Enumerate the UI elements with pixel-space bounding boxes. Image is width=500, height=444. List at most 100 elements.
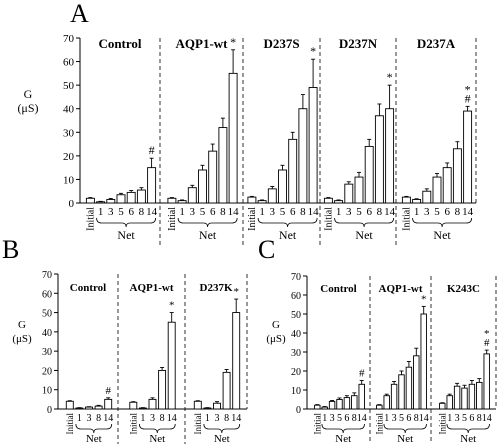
group-title: AQP1-wt xyxy=(379,283,423,295)
x-tick-label: 1 xyxy=(414,206,420,218)
x-tick-label: 1 xyxy=(336,206,342,218)
x-tick-label: 8 xyxy=(377,206,383,218)
bar xyxy=(328,400,336,410)
bar xyxy=(126,191,136,204)
x-tick-label: 1 xyxy=(140,413,145,424)
y-axis-label: G xyxy=(24,87,33,101)
significance-marker: * xyxy=(230,35,236,49)
x-tick-label: 1 xyxy=(77,413,82,424)
bar xyxy=(213,402,221,410)
group-title: AQP1-wt xyxy=(130,282,174,294)
x-tick-label: Initial xyxy=(65,413,75,435)
x-tick-label: 6 xyxy=(406,413,411,424)
y-tick-label: 20 xyxy=(291,367,301,378)
net-brace xyxy=(96,217,156,228)
bar xyxy=(476,381,483,410)
bar xyxy=(354,176,364,204)
x-tick-label: 14 xyxy=(146,206,158,218)
x-tick-label: Initial xyxy=(401,207,412,231)
group-title: AQP1-wt xyxy=(176,36,229,51)
x-tick-label: Initial xyxy=(167,207,178,231)
significance-marker: * xyxy=(484,328,490,340)
net-brace xyxy=(334,217,394,228)
y-tick-label: 10 xyxy=(42,386,52,397)
panel-letter: B xyxy=(2,235,19,264)
x-tick-label: 14 xyxy=(103,413,113,424)
y-axis-label: G xyxy=(272,319,280,331)
bar xyxy=(298,108,308,204)
x-tick-label: Initial xyxy=(437,413,447,435)
bar xyxy=(94,405,103,410)
x-tick-label: 3 xyxy=(330,413,335,424)
x-tick-label: 1 xyxy=(259,206,265,218)
bar xyxy=(453,385,461,410)
x-tick-label: 5 xyxy=(337,413,342,424)
bar xyxy=(177,200,187,204)
x-tick-label: 8 xyxy=(455,206,461,218)
bar xyxy=(96,201,106,204)
bar xyxy=(288,138,298,204)
bar xyxy=(218,127,228,204)
net-brace xyxy=(139,423,176,434)
y-tick-label: 60 xyxy=(42,289,52,300)
bar xyxy=(65,400,74,410)
bar xyxy=(232,312,241,410)
bar xyxy=(158,369,167,410)
y-axis-label: (μS) xyxy=(12,333,32,345)
y-tick-label: 0 xyxy=(69,198,75,210)
y-tick-label: 50 xyxy=(291,310,301,321)
bar xyxy=(187,187,197,204)
y-tick-label: 0 xyxy=(296,405,301,416)
bar xyxy=(412,199,422,204)
y-tick-label: 40 xyxy=(291,329,301,340)
x-tick-label: 6 xyxy=(128,206,134,218)
bar xyxy=(208,150,218,204)
bar xyxy=(257,200,267,204)
y-tick-label: 70 xyxy=(42,270,52,281)
group-title: D237K xyxy=(200,282,233,294)
x-tick-label: Initial xyxy=(85,207,96,231)
x-tick-label: Initial xyxy=(312,413,322,435)
significance-marker: # xyxy=(105,385,111,397)
bar xyxy=(422,190,432,204)
bar xyxy=(442,167,452,204)
net-brace xyxy=(412,217,472,228)
net-brace xyxy=(321,423,365,434)
x-tick-label: 8 xyxy=(300,206,306,218)
bar xyxy=(405,366,413,410)
group-title: D237N xyxy=(339,36,378,51)
y-tick-label: 60 xyxy=(63,57,75,69)
x-tick-label: 8 xyxy=(414,413,419,424)
x-tick-label: 5 xyxy=(356,206,362,218)
net-brace xyxy=(383,423,427,434)
net-label: Net xyxy=(86,433,102,444)
net-label: Net xyxy=(214,433,230,444)
x-tick-label: 3 xyxy=(346,206,352,218)
bar xyxy=(85,406,93,410)
x-tick-label: 14 xyxy=(462,206,474,218)
x-tick-label: 6 xyxy=(290,206,296,218)
bar xyxy=(228,72,238,204)
significance-marker: * xyxy=(233,286,239,298)
significance-marker: # xyxy=(149,143,155,157)
x-tick-label: 5 xyxy=(280,206,286,218)
y-tick-label: 70 xyxy=(63,33,75,45)
x-tick-label: 3 xyxy=(87,413,92,424)
bar xyxy=(106,199,116,204)
y-tick-label: 50 xyxy=(42,309,52,320)
net-brace xyxy=(446,423,490,434)
x-tick-label: 5 xyxy=(399,413,404,424)
x-tick-label: 14 xyxy=(419,413,429,424)
significance-marker: * xyxy=(421,293,427,305)
net-label: Net xyxy=(279,228,297,242)
group-title: Control xyxy=(98,36,141,51)
bar xyxy=(336,399,343,410)
x-tick-label: Initial xyxy=(193,413,203,435)
x-tick-label: 3 xyxy=(190,206,196,218)
bar xyxy=(461,387,468,410)
bar xyxy=(104,398,113,410)
x-tick-label: 5 xyxy=(200,206,206,218)
bar xyxy=(116,194,126,204)
bar xyxy=(343,397,351,410)
